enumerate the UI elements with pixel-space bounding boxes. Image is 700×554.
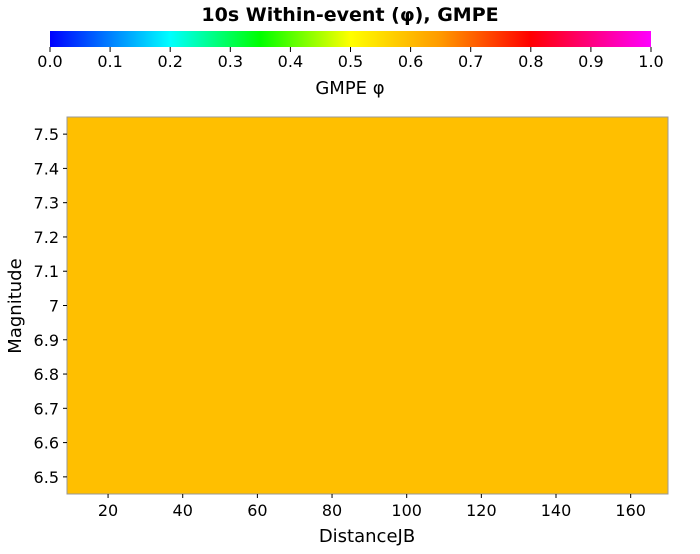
colorbar-tick-label: 0.6 [398, 52, 423, 71]
x-axis-label: DistanceJB [319, 526, 415, 547]
y-tick-label: 7.1 [34, 262, 59, 281]
y-tick-label: 7.2 [34, 228, 59, 247]
y-axis-label: Magnitude [5, 258, 26, 353]
colorbar-tick-label: 0.7 [458, 52, 483, 71]
y-tick-label: 7.3 [34, 194, 59, 213]
colorbar-tick-label: 0.0 [37, 52, 62, 71]
colorbar-label: GMPE φ [315, 78, 384, 99]
y-tick-label: 7 [49, 297, 59, 316]
colorbar-tick-label: 0.4 [278, 52, 303, 71]
y-tick-label: 6.8 [34, 365, 59, 384]
colorbar-tick-label: 1.0 [638, 52, 663, 71]
colorbar-tick-label: 0.8 [518, 52, 543, 71]
x-tick-label: 100 [391, 501, 422, 520]
x-tick-label: 40 [173, 501, 193, 520]
colorbar-tick-label: 0.1 [97, 52, 122, 71]
y-tick-label: 7.5 [34, 125, 59, 144]
y-tick-label: 7.4 [34, 159, 59, 178]
heatmap-cells [67, 117, 668, 494]
colorbar-tick-label: 0.5 [338, 52, 363, 71]
colorbar-ticks: 0.0 0.1 0.2 0.3 0.4 0.5 0.6 0.7 0.8 0.9 1.0 [37, 47, 664, 71]
x-tick-label: 60 [247, 501, 267, 520]
heatmap-cell [67, 117, 668, 494]
y-tick-label: 6.5 [34, 468, 59, 487]
x-tick-label: 80 [322, 501, 342, 520]
x-tick-label: 140 [541, 501, 572, 520]
x-tick-label: 20 [98, 501, 118, 520]
y-tick-label: 6.9 [34, 331, 59, 350]
chart-title: 10s Within-event (φ), GMPE [201, 4, 498, 26]
y-tick-label: 6.6 [34, 434, 59, 453]
y-tick-label: 6.7 [34, 399, 59, 418]
y-axis-ticks: 6.5 6.6 6.7 6.8 6.9 7 7.1 7.2 7.3 7.4 7.5 [34, 125, 67, 487]
x-axis-ticks: 20 40 60 80 100 120 140 160 [98, 494, 646, 520]
colorbar-tick-label: 0.2 [157, 52, 182, 71]
colorbar-tick-label: 0.9 [578, 52, 603, 71]
x-tick-label: 160 [615, 501, 646, 520]
x-tick-label: 120 [466, 501, 497, 520]
colorbar [50, 31, 651, 47]
colorbar-tick-label: 0.3 [218, 52, 243, 71]
